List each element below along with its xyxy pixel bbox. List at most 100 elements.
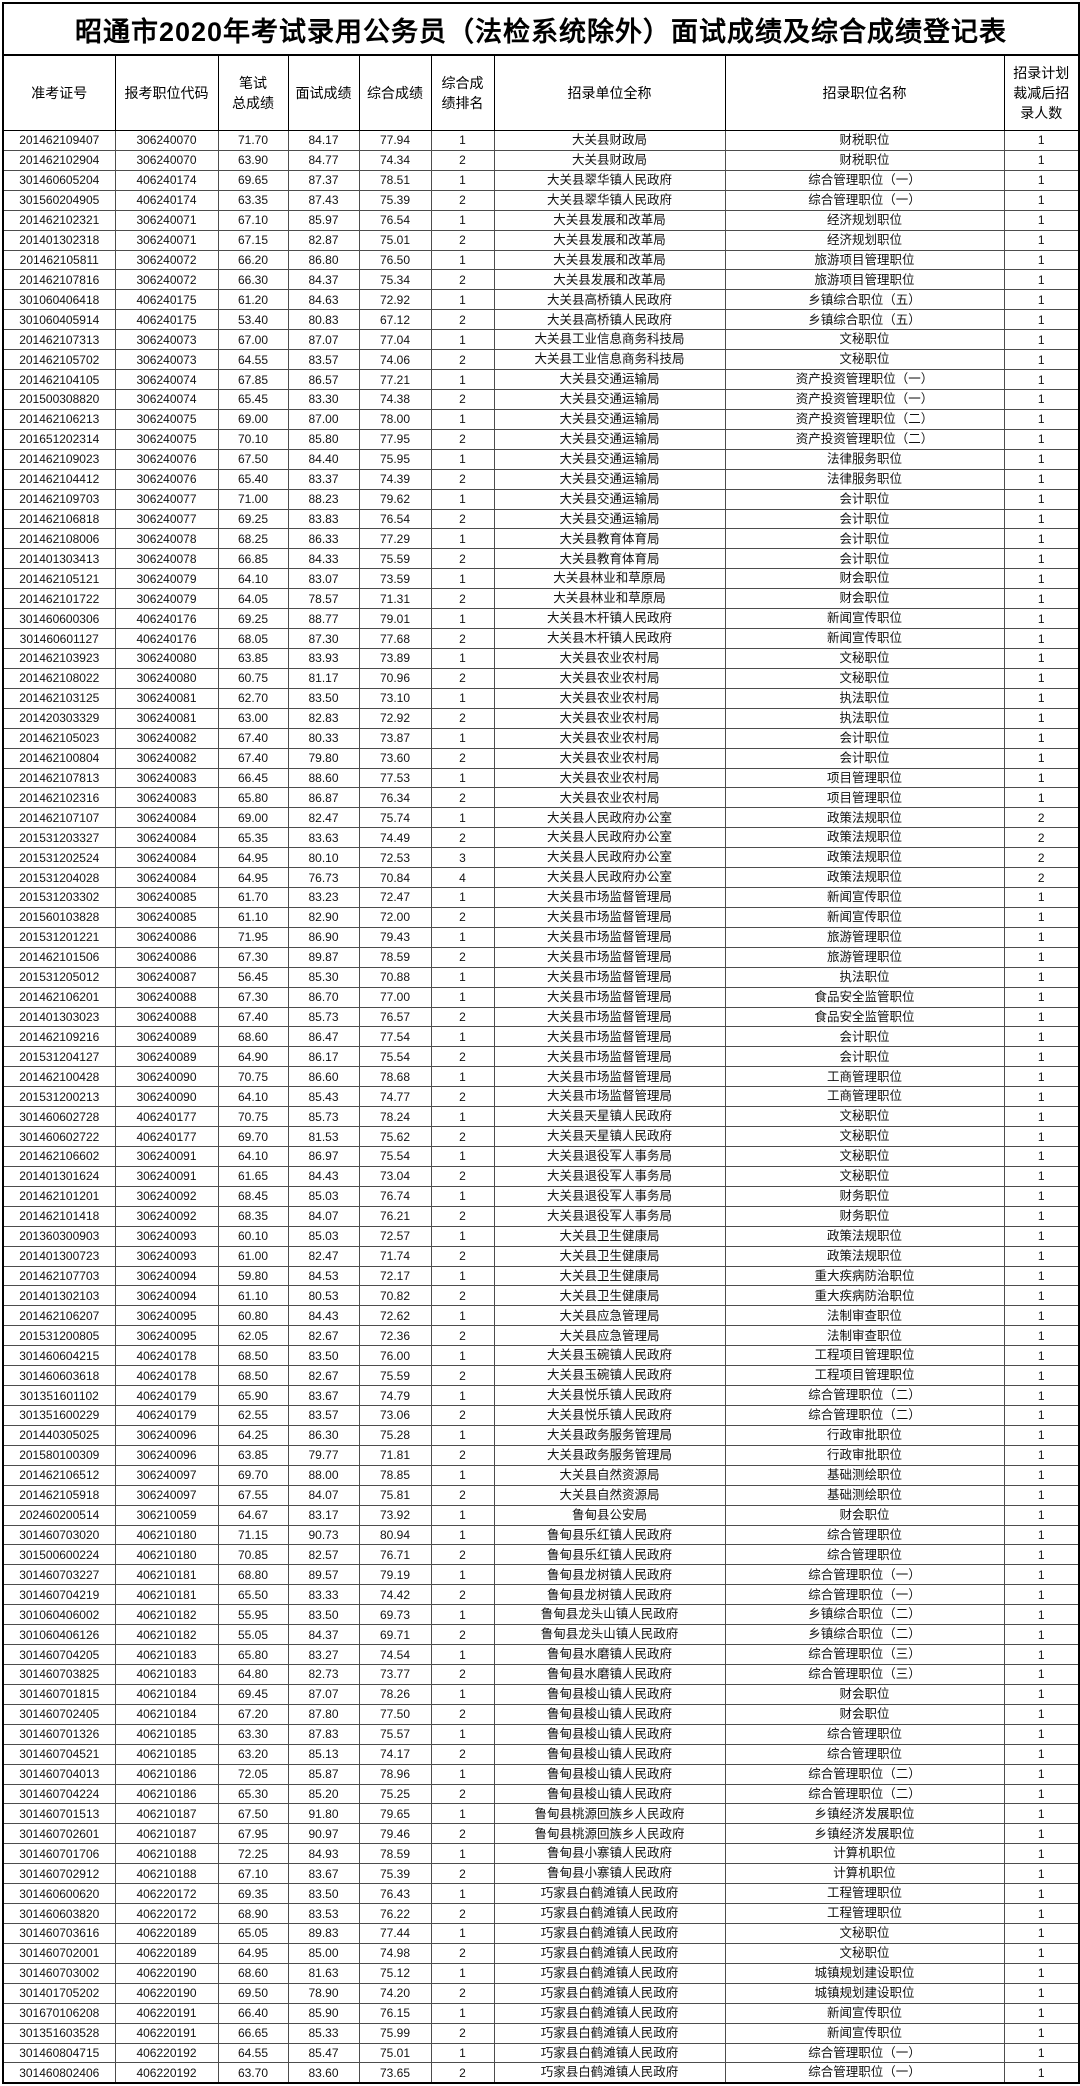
interview-score-cell: 86.47	[287, 1026, 360, 1048]
rank-cell: 2	[430, 548, 495, 570]
recruit-count-cell: 1	[1003, 1265, 1080, 1287]
rank-cell: 2	[430, 1006, 495, 1028]
unit-name-cell: 大关县发展和改革局	[493, 209, 726, 231]
rank-cell: 2	[430, 1863, 495, 1885]
interview-score-cell: 80.53	[287, 1285, 360, 1307]
interview-score-cell: 85.87	[287, 1763, 360, 1785]
position-name-cell: 乡镇综合职位（五）	[724, 289, 1005, 311]
rank-cell: 1	[430, 488, 495, 510]
table-row: 201462106818 306240077 69.25 83.83 76.54 2 大关县…	[2, 508, 1080, 530]
unit-name-cell: 巧家县白鹤滩镇人民政府	[493, 2002, 726, 2024]
interview-score-cell: 90.97	[287, 1823, 360, 1845]
written-score-cell: 69.45	[217, 1683, 289, 1705]
recruit-count-cell: 1	[1003, 1345, 1080, 1367]
recruit-count-cell: 1	[1003, 1126, 1080, 1148]
position-name-cell: 综合管理职位	[724, 1544, 1005, 1566]
comprehensive-score-cell: 77.44	[358, 1922, 432, 1944]
ticket-number-cell: 201462107813	[2, 767, 116, 789]
interview-score-cell: 87.00	[287, 408, 360, 430]
interview-score-cell: 80.33	[287, 727, 360, 749]
table-row: 201462105702 306240073 64.55 83.57 74.06 2 大关县…	[2, 349, 1080, 371]
table-row: 301460704219 406210181 65.50 83.33 74.42 2 鲁甸县…	[2, 1584, 1080, 1606]
ticket-number-cell: 201462101201	[2, 1185, 116, 1207]
unit-name-cell: 大关县市场监督管理局	[493, 946, 726, 968]
position-name-cell: 财会职位	[724, 1703, 1005, 1725]
position-code-cell: 306240081	[114, 707, 219, 729]
position-name-cell: 执法职位	[724, 966, 1005, 988]
unit-name-cell: 大关县政务服务管理局	[493, 1424, 726, 1446]
rank-cell: 1	[430, 289, 495, 311]
rank-cell: 2	[430, 229, 495, 251]
interview-score-cell: 84.63	[287, 289, 360, 311]
position-name-cell: 资产投资管理职位（一）	[724, 369, 1005, 390]
table-row: 201462106602 306240091 64.10 86.97 75.54 1 大关县…	[2, 1146, 1080, 1167]
unit-name-cell: 巧家县白鹤滩镇人民政府	[493, 1903, 726, 1924]
position-code-cell: 406220189	[114, 1942, 219, 1964]
recruit-count-cell: 1	[1003, 548, 1080, 570]
position-name-cell: 财会职位	[724, 568, 1005, 590]
recruit-count-cell: 1	[1003, 369, 1080, 390]
ticket-number-cell: 301351600229	[2, 1405, 116, 1426]
position-code-cell: 306240077	[114, 488, 219, 510]
ticket-number-cell: 201462106201	[2, 986, 116, 1008]
comprehensive-score-cell: 71.31	[358, 588, 432, 610]
ticket-number-cell: 201462105702	[2, 349, 116, 371]
table-row: 301460602728 406240177 70.75 85.73 78.24 1 大关县…	[2, 1106, 1080, 1128]
written-score-cell: 64.55	[217, 2042, 289, 2064]
position-code-cell: 406210185	[114, 1743, 219, 1765]
interview-score-cell: 87.83	[287, 1723, 360, 1745]
unit-name-cell: 大关县教育体育局	[493, 528, 726, 550]
comprehensive-score-cell: 73.65	[358, 2062, 432, 2084]
recruit-count-cell: 1	[1003, 2022, 1080, 2044]
position-name-cell: 资产投资管理职位（二）	[724, 408, 1005, 430]
interview-score-cell: 85.47	[287, 2042, 360, 2064]
table-row: 301351600229 406240179 62.55 83.57 73.06 2 大关县…	[2, 1405, 1080, 1426]
ticket-number-cell: 201462107816	[2, 269, 116, 291]
position-name-cell: 综合管理职位（一）	[724, 189, 1005, 211]
rank-cell: 1	[430, 687, 495, 709]
position-name-cell: 政策法规职位	[724, 847, 1005, 869]
rank-cell: 2	[430, 906, 495, 928]
rank-cell: 1	[430, 2002, 495, 2024]
position-name-cell: 财会职位	[724, 588, 1005, 610]
table-row: 201462103923 306240080 63.85 83.93 73.89 1 大关县…	[2, 647, 1080, 669]
written-score-cell: 69.70	[217, 1126, 289, 1148]
position-code-cell: 406240178	[114, 1345, 219, 1367]
position-name-cell: 财税职位	[724, 149, 1005, 171]
comprehensive-score-cell: 74.06	[358, 349, 432, 371]
position-name-cell: 文秘职位	[724, 1146, 1005, 1167]
position-code-cell: 306240078	[114, 528, 219, 550]
unit-name-cell: 鲁甸县水磨镇人民政府	[493, 1644, 726, 1665]
recruit-count-cell: 1	[1003, 1385, 1080, 1406]
recruit-count-cell: 1	[1003, 1524, 1080, 1546]
written-score-cell: 64.25	[217, 1424, 289, 1446]
comprehensive-score-cell: 80.94	[358, 1524, 432, 1546]
rank-cell: 2	[430, 1205, 495, 1227]
ticket-number-cell: 201531200213	[2, 1086, 116, 1108]
written-score-cell: 61.20	[217, 289, 289, 311]
interview-score-cell: 80.10	[287, 847, 360, 869]
rank-cell: 2	[430, 827, 495, 849]
position-code-cell: 406240179	[114, 1405, 219, 1426]
table-row: 201531203302 306240085 61.70 83.23 72.47 1 大关县…	[2, 887, 1080, 908]
table-row: 201462107813 306240083 66.45 88.60 77.53 1 大关县…	[2, 767, 1080, 789]
recruit-count-cell: 1	[1003, 1783, 1080, 1805]
written-score-cell: 71.95	[217, 926, 289, 948]
unit-name-cell: 大关县人民政府办公室	[493, 827, 726, 849]
rank-cell: 1	[430, 1962, 495, 1984]
rank-cell: 1	[430, 1424, 495, 1446]
unit-name-cell: 大关县木杆镇人民政府	[493, 608, 726, 630]
recruit-count-cell: 1	[1003, 986, 1080, 1008]
written-score-cell: 66.65	[217, 2022, 289, 2044]
interview-score-cell: 81.17	[287, 667, 360, 689]
rank-cell: 2	[430, 468, 495, 490]
table-row: 201531204028 306240084 64.95 76.73 70.84 4 大关县…	[2, 867, 1080, 889]
unit-name-cell: 大关县发展和改革局	[493, 229, 726, 251]
ticket-number-cell: 201462103923	[2, 647, 116, 669]
ticket-number-cell: 201401303413	[2, 548, 116, 570]
recruit-count-cell: 1	[1003, 1982, 1080, 2004]
comprehensive-score-cell: 78.68	[358, 1066, 432, 1088]
unit-name-cell: 鲁甸县梭山镇人民政府	[493, 1783, 726, 1805]
written-score-cell: 55.95	[217, 1604, 289, 1626]
comprehensive-score-cell: 78.24	[358, 1106, 432, 1128]
